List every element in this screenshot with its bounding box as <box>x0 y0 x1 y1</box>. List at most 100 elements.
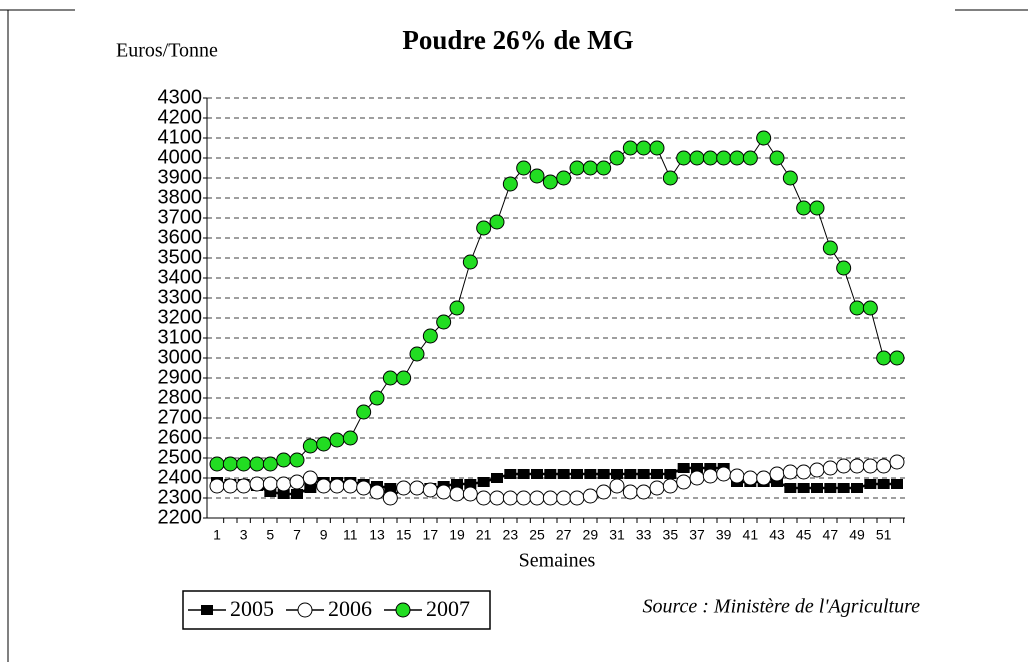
point <box>462 254 478 270</box>
point <box>476 220 492 236</box>
point <box>609 478 625 494</box>
point <box>862 300 878 316</box>
point <box>382 370 398 386</box>
point <box>716 466 732 482</box>
point <box>877 479 890 489</box>
point <box>382 490 398 506</box>
point <box>477 477 490 487</box>
point <box>796 464 812 480</box>
point <box>809 462 825 478</box>
point <box>249 456 265 472</box>
point <box>489 490 505 506</box>
point <box>664 469 677 479</box>
point <box>569 490 585 506</box>
x-tick-label: 15 <box>396 527 412 543</box>
legend-box <box>182 590 491 630</box>
point <box>769 150 785 166</box>
legend-marker <box>201 605 213 615</box>
point <box>677 463 690 473</box>
y-tick-label: 4000 <box>158 146 203 168</box>
point <box>876 458 892 474</box>
x-tick-label: 47 <box>823 527 839 543</box>
point <box>729 150 745 166</box>
x-tick-label: 19 <box>449 527 465 543</box>
point <box>676 150 692 166</box>
point <box>369 484 385 500</box>
y-tick-label: 2700 <box>158 406 203 428</box>
x-tick-label: 5 <box>266 527 274 543</box>
point <box>476 490 492 506</box>
x-tick-label: 1 <box>213 527 221 543</box>
point <box>277 489 290 499</box>
point <box>571 469 583 479</box>
point <box>596 160 612 176</box>
point <box>529 490 545 506</box>
point <box>209 478 225 494</box>
point <box>704 463 717 473</box>
point <box>264 487 277 497</box>
point <box>689 470 705 486</box>
x-tick-label: 51 <box>876 527 892 543</box>
point <box>651 469 663 479</box>
y-tick-label: 2200 <box>158 506 203 528</box>
y-tick-label: 2800 <box>158 386 203 408</box>
point <box>262 456 278 472</box>
x-tick-label: 25 <box>529 527 545 543</box>
point <box>409 480 425 496</box>
y-tick-label: 3800 <box>158 186 203 208</box>
x-tick-label: 33 <box>636 527 652 543</box>
point <box>516 160 532 176</box>
y-tick-label: 3000 <box>158 346 203 368</box>
point <box>356 404 372 420</box>
point <box>809 200 825 216</box>
y-tick-label: 2300 <box>158 486 203 508</box>
point <box>276 452 292 468</box>
point <box>782 170 798 186</box>
x-tick-label: 23 <box>503 527 519 543</box>
point <box>236 478 252 494</box>
point <box>556 490 572 506</box>
point <box>824 483 837 493</box>
point <box>836 260 852 276</box>
point <box>289 452 305 468</box>
point <box>422 482 438 498</box>
point <box>422 328 438 344</box>
x-tick-label: 29 <box>583 527 599 543</box>
y-tick-label: 3100 <box>158 326 203 348</box>
point <box>784 483 797 493</box>
y-tick-label: 3400 <box>158 266 203 288</box>
point <box>716 150 732 166</box>
point <box>462 486 478 502</box>
point <box>597 469 610 479</box>
point <box>889 350 905 366</box>
point <box>342 430 358 446</box>
point <box>451 479 463 489</box>
point <box>464 479 477 489</box>
x-tick-label: 27 <box>556 527 572 543</box>
point <box>796 200 812 216</box>
x-tick-label: 37 <box>689 527 705 543</box>
point <box>891 479 903 489</box>
point <box>797 483 810 493</box>
point <box>342 478 358 494</box>
y-tick-label: 4200 <box>158 106 203 128</box>
point <box>582 488 598 504</box>
point <box>236 456 252 472</box>
point <box>689 150 705 166</box>
point <box>409 346 425 362</box>
point <box>316 478 332 494</box>
legend-label: 2006 <box>328 596 372 621</box>
point <box>384 483 397 493</box>
x-tick-label: 39 <box>716 527 732 543</box>
point <box>557 469 570 479</box>
point <box>742 470 758 486</box>
point <box>302 470 318 486</box>
point <box>582 160 598 176</box>
point <box>222 478 238 494</box>
point <box>851 483 863 493</box>
point <box>436 484 452 500</box>
point <box>504 469 517 479</box>
point <box>436 314 452 330</box>
legend-marker <box>297 602 313 618</box>
point <box>542 490 558 506</box>
